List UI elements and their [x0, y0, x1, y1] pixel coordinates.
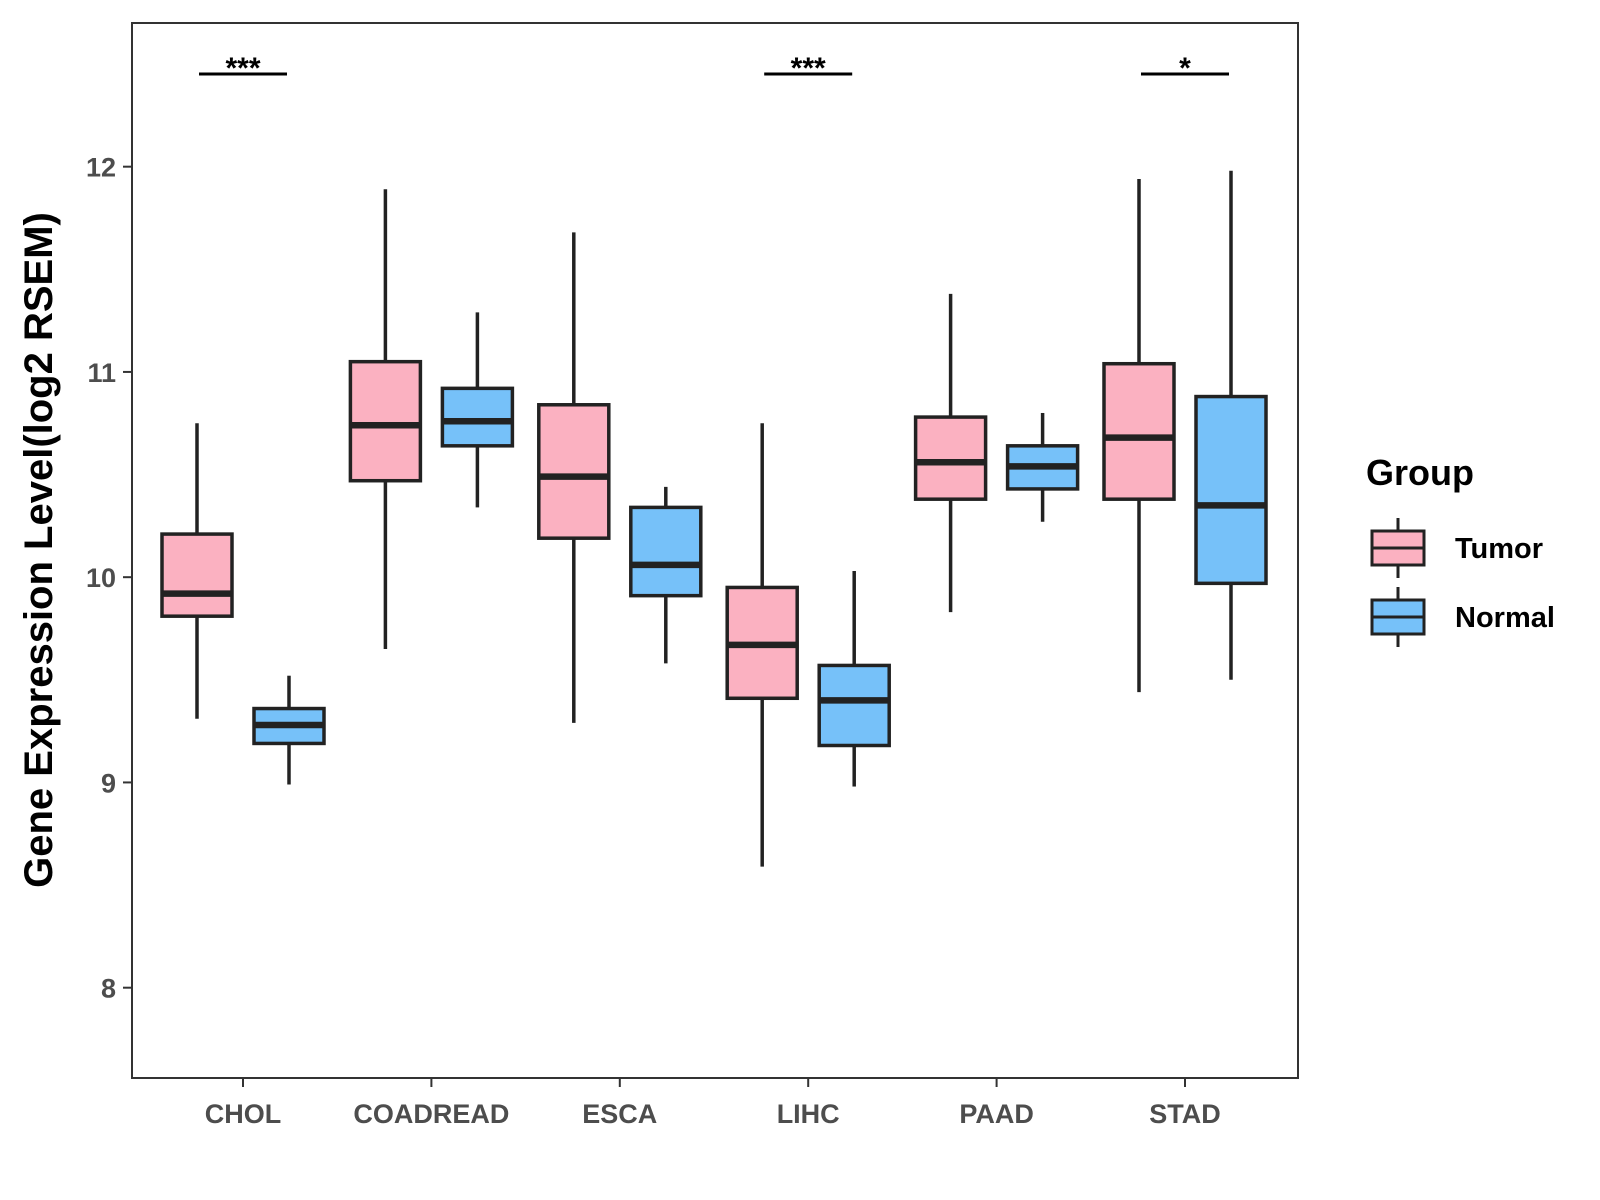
box-tumor-stad	[1102, 178, 1176, 693]
box-tumor-esca	[537, 232, 611, 723]
axes-layer: 8 9 10 11 12 CHOL COADREAD ESCA LIHC PAAD STAD	[86, 153, 1221, 1129]
y-tick-label: 11	[87, 358, 116, 388]
y-axis-title: Gene Expression Level(log2 RSEM)	[17, 212, 61, 888]
iqr-box	[537, 403, 611, 540]
box-normal-lihc	[817, 571, 891, 787]
iqr-box	[1194, 394, 1268, 586]
significance-layer: *** *** *	[199, 52, 1229, 85]
iqr-box	[913, 415, 988, 501]
iqr-box	[1102, 361, 1176, 501]
legend-key-normal	[1370, 587, 1426, 647]
box-tumor-chol	[160, 423, 234, 719]
legend-title: Group	[1366, 452, 1474, 493]
iqr-box	[160, 532, 234, 618]
significance-label: *	[1179, 52, 1191, 85]
x-tick-label-chol: CHOL	[205, 1099, 282, 1129]
legend: Group Tumor Normal	[1366, 452, 1555, 647]
box-normal-paad	[1005, 412, 1080, 522]
y-tick-label: 9	[101, 768, 116, 798]
box-tumor-coadread	[348, 189, 423, 650]
plot-panel	[131, 22, 1299, 1079]
legend-label-tumor: Tumor	[1455, 533, 1543, 565]
iqr-box	[348, 359, 423, 483]
box-tumor-lihc	[725, 423, 799, 867]
x-tick-label-coadread: COADREAD	[353, 1099, 509, 1129]
legend-key-tumor	[1370, 518, 1426, 578]
x-tick-label-stad: STAD	[1149, 1099, 1221, 1129]
boxes-layer	[160, 170, 1268, 867]
iqr-box	[629, 505, 703, 598]
box-normal-stad	[1194, 170, 1268, 680]
x-tick-label-esca: ESCA	[582, 1099, 657, 1129]
box-normal-coadread	[440, 312, 515, 508]
y-tick-label: 12	[86, 153, 116, 183]
y-tick-label: 8	[101, 974, 116, 1004]
significance-label: ***	[225, 52, 260, 85]
box-normal-esca	[629, 486, 703, 664]
box-tumor-paad	[913, 293, 988, 613]
iqr-box	[440, 386, 515, 448]
x-tick-label-paad: PAAD	[959, 1099, 1034, 1129]
y-tick-label: 10	[86, 563, 116, 593]
box-normal-chol	[252, 675, 326, 785]
legend-label-normal: Normal	[1455, 602, 1555, 634]
x-tick-label-lihc: LIHC	[777, 1099, 840, 1129]
iqr-box	[817, 663, 891, 748]
significance-label: ***	[791, 52, 826, 85]
